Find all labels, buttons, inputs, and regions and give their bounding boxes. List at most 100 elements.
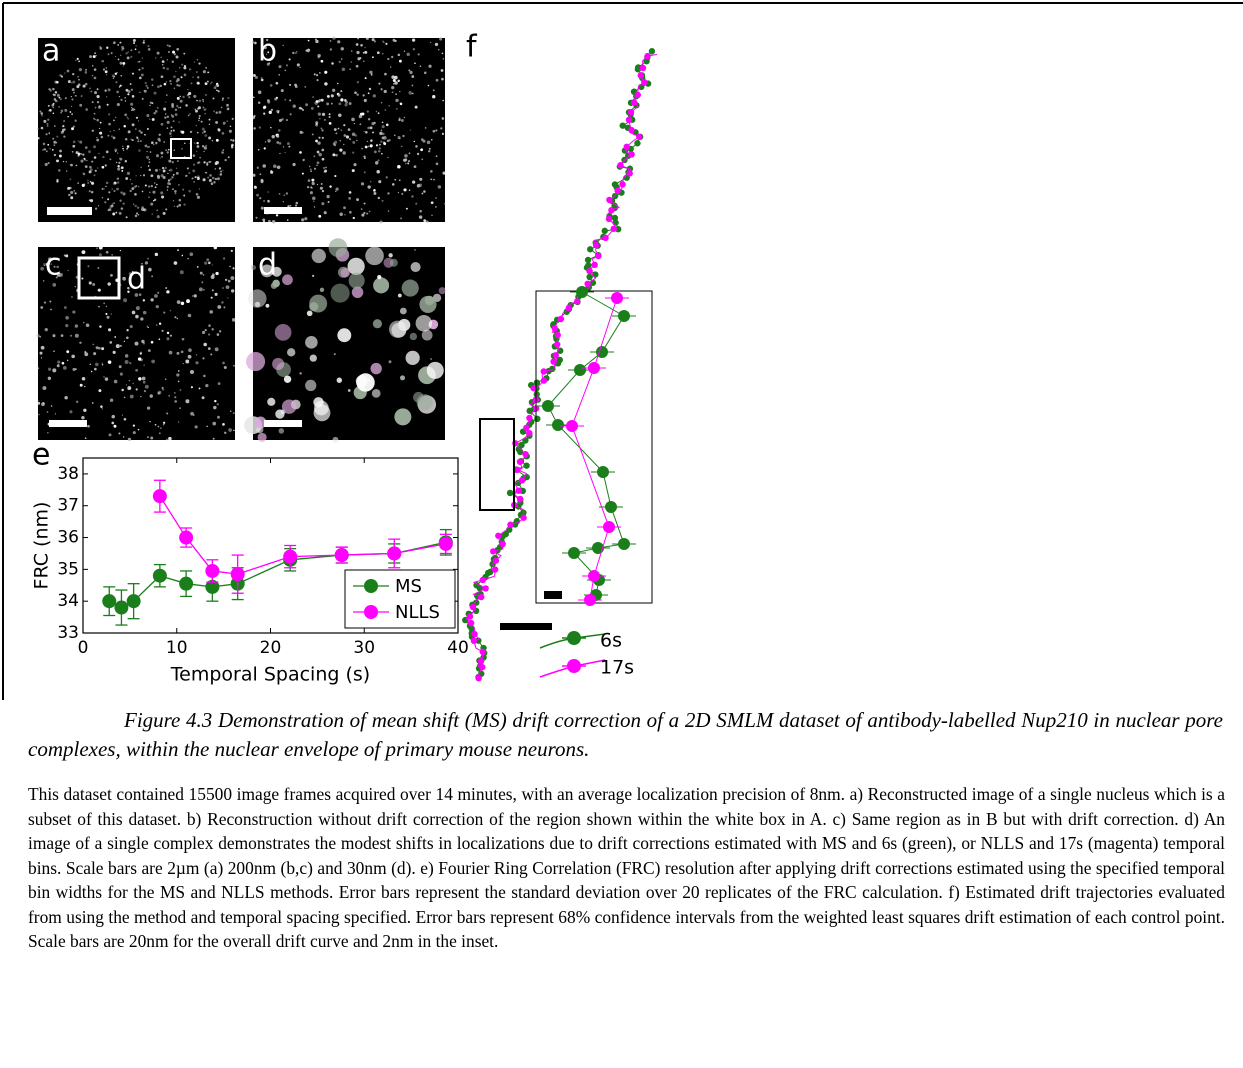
- speckle: [282, 200, 284, 203]
- speckle: [198, 117, 201, 120]
- speckle: [209, 174, 212, 177]
- speckle: [207, 176, 210, 179]
- speckle: [84, 71, 88, 74]
- speckle: [331, 88, 336, 92]
- speckle: [165, 94, 168, 96]
- speckle: [323, 211, 327, 215]
- speckle: [305, 103, 309, 107]
- speckle: [331, 62, 334, 65]
- speckle: [355, 375, 368, 388]
- speckle: [202, 106, 205, 109]
- speckle: [79, 383, 83, 387]
- speckle: [208, 118, 211, 121]
- speckle: [337, 93, 341, 97]
- speckle: [142, 41, 145, 44]
- speckle: [428, 150, 431, 153]
- speckle: [204, 93, 207, 96]
- speckle: [169, 178, 172, 181]
- series-line: [159, 495, 446, 575]
- speckle: [118, 95, 121, 98]
- speckle: [138, 129, 141, 133]
- speckle: [371, 38, 375, 42]
- speckle: [152, 190, 156, 194]
- data-point: [179, 530, 194, 545]
- speckle: [107, 134, 110, 137]
- speckle: [81, 277, 84, 280]
- speckle: [390, 55, 394, 59]
- speckle: [436, 163, 438, 165]
- speckle: [51, 104, 55, 107]
- speckle: [94, 367, 97, 371]
- speckle: [84, 82, 88, 86]
- speckle: [171, 105, 175, 108]
- speckle: [139, 139, 142, 143]
- speckle: [312, 96, 314, 98]
- speckle: [349, 210, 352, 214]
- speckle: [263, 45, 267, 50]
- trajectory-point: [610, 225, 617, 233]
- speckle: [299, 66, 301, 69]
- speckle: [211, 289, 214, 292]
- speckle: [442, 58, 445, 60]
- speckle: [52, 282, 57, 287]
- speckle: [135, 306, 140, 311]
- speckle: [333, 128, 337, 131]
- speckle: [47, 431, 49, 434]
- speckle: [363, 202, 366, 205]
- speckle: [98, 127, 101, 130]
- speckle: [163, 311, 166, 314]
- speckle: [111, 414, 116, 419]
- speckle: [332, 436, 339, 443]
- speckle: [307, 179, 311, 182]
- speckle: [391, 86, 395, 90]
- speckle: [135, 314, 139, 319]
- speckle: [163, 141, 166, 143]
- speckle: [155, 141, 158, 144]
- speckle: [160, 427, 162, 429]
- trajectory-point: [550, 358, 557, 365]
- speckle: [205, 145, 207, 147]
- speckle: [99, 325, 102, 328]
- trajectory-point: [518, 441, 525, 449]
- speckle: [142, 310, 147, 315]
- speckle: [267, 139, 271, 143]
- speckle: [212, 437, 215, 440]
- speckle: [351, 286, 364, 299]
- speckle: [372, 94, 376, 98]
- speckle: [343, 124, 346, 127]
- speckle: [39, 335, 42, 338]
- speckle: [72, 140, 76, 144]
- speckle: [46, 122, 49, 125]
- speckle: [141, 262, 143, 265]
- speckle: [200, 120, 203, 123]
- speckle: [398, 179, 401, 182]
- speckle: [383, 41, 385, 44]
- speckle: [139, 91, 141, 94]
- speckle: [414, 249, 416, 251]
- speckle: [353, 122, 356, 125]
- speckle: [176, 84, 179, 87]
- speckle: [364, 46, 366, 49]
- speckle: [199, 271, 203, 275]
- legend-marker: [364, 605, 378, 619]
- speckle: [160, 151, 164, 155]
- speckle: [413, 391, 424, 403]
- speckle: [380, 140, 383, 143]
- speckle: [198, 119, 200, 122]
- speckle: [55, 99, 58, 103]
- speckle: [408, 69, 411, 72]
- speckle: [54, 91, 58, 94]
- speckle: [87, 179, 89, 182]
- speckle: [98, 389, 102, 393]
- speckle: [394, 408, 412, 426]
- trajectory-point: [540, 368, 547, 375]
- speckle: [148, 146, 150, 148]
- speckle: [170, 114, 173, 116]
- speckle: [271, 266, 282, 277]
- speckle: [134, 293, 139, 297]
- speckle: [175, 167, 178, 169]
- speckle: [222, 287, 224, 289]
- speckle: [133, 42, 136, 44]
- speckle: [375, 110, 378, 113]
